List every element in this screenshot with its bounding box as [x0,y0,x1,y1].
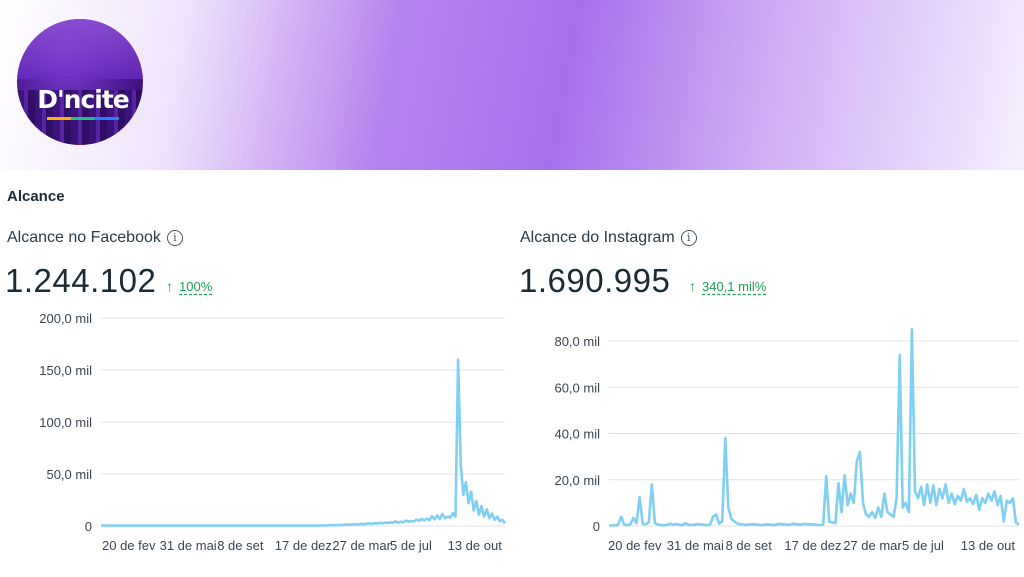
header-banner: D'ncite [0,0,1024,170]
y-tick-label: 200,0 mil [39,311,92,326]
logo-sky [17,19,143,79]
arrow-up-icon: ↑ [166,278,173,294]
info-icon[interactable]: i [680,230,697,246]
y-tick-label: 0 [593,519,600,534]
x-tick-label: 20 de fev [102,538,156,553]
instagram-reach-change-pct[interactable]: 340,1 mil% [702,279,767,294]
facebook-reach-title: Alcance no Facebook i [7,229,183,247]
y-tick-label: 40,0 mil [554,427,600,442]
y-tick-label: 0 [85,519,92,534]
facebook-reach-total: 1.244.102 [5,262,157,299]
reach-series-line[interactable] [101,358,507,527]
y-tick-label: 50,0 mil [46,467,92,482]
x-tick-label: 17 de dez [275,538,332,553]
x-tick-label: 27 de mar [332,538,391,553]
reach-series-line[interactable] [609,328,1020,527]
y-tick-label: 80,0 mil [554,334,600,349]
y-tick-label: 60,0 mil [554,380,600,395]
info-icon[interactable]: i [166,230,183,246]
x-tick-label: 5 de jul [390,538,432,553]
y-tick-label: 150,0 mil [39,363,92,378]
x-tick-label: 31 de mai [667,538,724,553]
x-tick-label: 8 de set [217,538,264,553]
brand-logo: D'ncite [17,19,143,145]
x-tick-label: 31 de mai [160,538,217,553]
y-tick-label: 20,0 mil [554,473,600,488]
logo-wordmark: D'ncite [37,85,130,114]
x-tick-label: 27 de mar [843,538,902,553]
instagram-reach-title-text: Alcance do Instagram [520,229,675,246]
instagram-reach-title: Alcance do Instagram i [520,229,697,247]
arrow-up-icon: ↑ [689,278,696,294]
x-tick-label: 13 de out [448,538,503,553]
instagram-reach-chart: 0 20,0 mil 40,0 mil 60,0 mil 80,0 mil 20 de f… [554,328,1020,553]
x-tick-label: 17 de dez [784,538,841,553]
x-tick-label: 5 de jul [902,538,944,553]
x-tick-label: 8 de set [726,538,773,553]
logo-underline [47,117,119,120]
facebook-reach-title-text: Alcance no Facebook [7,229,161,246]
instagram-reach-change: ↑ 340,1 mil% [689,278,766,294]
x-tick-label: 13 de out [961,538,1016,553]
facebook-reach-change-pct[interactable]: 100% [179,279,213,294]
section-title: Alcance [7,188,65,205]
y-tick-label: 100,0 mil [39,415,92,430]
x-tick-label: 20 de fev [608,538,662,553]
facebook-reach-chart: 0 50,0 mil 100,0 mil 150,0 mil 200,0 mil 20 d… [39,311,507,553]
instagram-reach-total: 1.690.995 [519,262,671,299]
facebook-reach-change: ↑ 100% [166,278,212,294]
